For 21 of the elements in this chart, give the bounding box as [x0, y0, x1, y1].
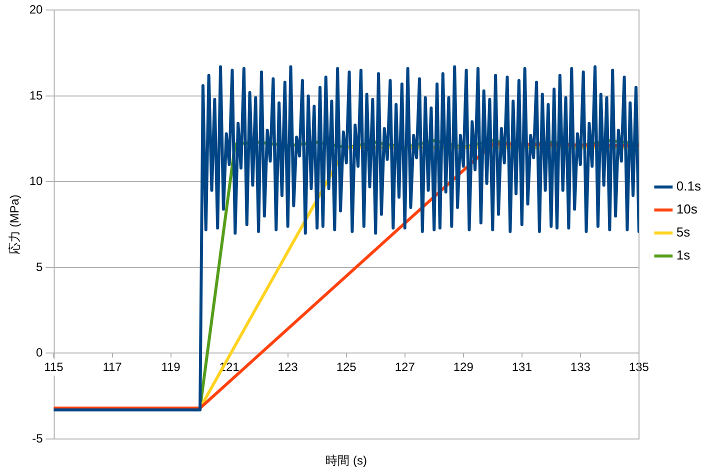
legend-label: 10s — [676, 202, 698, 217]
x-tick-label: 133 — [570, 360, 591, 374]
y-tick-label: 0 — [36, 346, 44, 360]
x-tick-label: 117 — [102, 360, 122, 374]
x-axis-title: 時間 (s) — [326, 453, 368, 468]
y-tick-label: 20 — [29, 2, 44, 17]
y-tick-label: -5 — [32, 431, 44, 446]
y-tick-label: 5 — [36, 260, 44, 274]
y-axis-title: 応力 (MPa) — [8, 194, 22, 255]
y-tick-label: 15 — [29, 88, 44, 102]
legend-label: 5s — [676, 224, 691, 240]
legend-label: 0.1s — [676, 178, 702, 194]
x-tick-label: 127 — [394, 360, 416, 374]
x-tick-label: 123 — [278, 360, 298, 374]
x-tick-label: 129 — [453, 360, 474, 374]
x-tick-label: 131 — [512, 360, 532, 374]
x-tick-label: 115 — [44, 360, 64, 374]
y-tick-label: 10 — [29, 174, 44, 188]
x-tick-label: 125 — [336, 360, 357, 374]
x-tick-label: 119 — [161, 360, 181, 374]
legend-label: 1s — [676, 248, 691, 263]
